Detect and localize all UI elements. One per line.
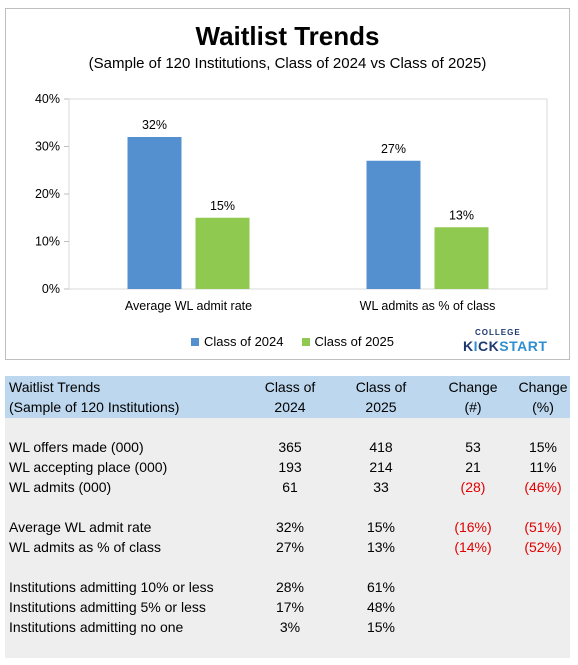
row-label: Institutions admitting no one <box>9 619 184 635</box>
cell-2025: 61% <box>366 579 396 595</box>
cell-change-pct: 11% <box>529 459 557 475</box>
cell-2024: 61 <box>282 479 298 495</box>
chart-title: Waitlist Trends <box>195 21 380 51</box>
cell-2025: 214 <box>369 459 393 475</box>
legend-item-class-2025: Class of 2025 <box>301 334 395 349</box>
cell-change-pct: (46%) <box>524 479 562 495</box>
logo-i: I <box>473 338 479 354</box>
cell-change-pct <box>505 597 578 617</box>
cell-change-pct: (51%) <box>524 519 562 535</box>
cell-change-pct: 15% <box>528 439 558 455</box>
row-label: Institutions admitting 10% or less <box>9 579 214 595</box>
logo-k: K <box>463 338 474 354</box>
cell-change-num <box>433 597 513 617</box>
y-tick-label: 40% <box>35 92 60 106</box>
cell-change-pct <box>505 617 578 637</box>
bar-class-of-2025 <box>195 217 250 289</box>
row-label: Institutions admitting 5% or less <box>9 599 206 615</box>
header-2025-line1: Class of <box>355 379 407 395</box>
cell-2025: 48% <box>366 599 396 615</box>
header-change-num-line1: Change <box>448 379 498 395</box>
row-label: Average WL admit rate <box>9 519 152 535</box>
table-header: Waitlist Trends (Sample of 120 Instituti… <box>5 376 570 418</box>
cell-2024: 27% <box>275 539 305 555</box>
waitlist-table: Waitlist Trends (Sample of 120 Instituti… <box>5 376 570 658</box>
x-category-label: WL admits as % of class <box>360 299 496 313</box>
bar-class-of-2025 <box>434 227 489 289</box>
header-2024-line1: Class of <box>264 379 316 395</box>
cell-change-num: 21 <box>465 459 481 475</box>
legend-item-class-2024: Class of 2024 <box>191 334 284 349</box>
header-2024-line2: 2024 <box>274 399 306 415</box>
logo-main-text: KICKSTART <box>463 338 547 354</box>
cell-change-num: (16%) <box>454 519 492 535</box>
y-tick-label: 30% <box>35 140 60 154</box>
y-tick-label: 20% <box>35 187 60 201</box>
legend-label-class-2025: Class of 2025 <box>314 334 395 349</box>
cell-2024: 28% <box>275 579 305 595</box>
row-label: WL admits as % of class <box>9 539 161 555</box>
data-label: 32% <box>142 118 167 132</box>
header-label-line1: Waitlist Trends <box>9 379 101 395</box>
row-label: WL admits (000) <box>9 479 112 495</box>
logo-top-text: COLLEGE <box>475 328 521 337</box>
chart-panel: Waitlist Trends (Sample of 120 Instituti… <box>5 8 570 360</box>
chart-legend: Class of 2024 Class of 2025 <box>191 334 394 349</box>
cell-2025: 13% <box>366 539 396 555</box>
logo-start: START <box>499 338 548 354</box>
legend-swatch-class-2024 <box>191 337 199 346</box>
header-label-line2: (Sample of 120 Institutions) <box>9 399 180 415</box>
chart-subtitle: (Sample of 120 Institutions, Class of 20… <box>88 55 487 72</box>
cell-change-num: (14%) <box>454 539 492 555</box>
header-2025-line2: 2025 <box>365 399 397 415</box>
bar-class-of-2024 <box>366 160 421 289</box>
cell-2025: 15% <box>366 619 396 635</box>
cell-2024: 17% <box>275 599 305 615</box>
data-label: 13% <box>449 208 474 222</box>
cell-2025: 15% <box>366 519 396 535</box>
cell-change-num <box>433 617 513 637</box>
header-change-num-line2: (#) <box>464 399 482 415</box>
data-label: 15% <box>210 199 235 213</box>
header-change-pct-line2: (%) <box>532 399 554 415</box>
cell-change-pct <box>505 577 578 597</box>
cell-2025: 33 <box>373 479 389 495</box>
cell-2024: 365 <box>278 439 302 455</box>
y-tick-label: 0% <box>42 282 60 296</box>
cell-change-num <box>433 577 513 597</box>
cell-2025: 418 <box>369 439 393 455</box>
bar-class-of-2024 <box>127 137 182 289</box>
college-kickstart-logo: COLLEGE KICKSTART <box>463 328 553 358</box>
x-category-label: Average WL admit rate <box>125 299 252 313</box>
cell-change-pct: (52%) <box>524 539 562 555</box>
legend-swatch-class-2025 <box>301 337 310 346</box>
y-tick-label: 10% <box>35 235 60 249</box>
legend-label-class-2024: Class of 2024 <box>204 334 284 349</box>
row-label: WL accepting place (000) <box>9 459 168 475</box>
bar-chart: 0% 10% 20% 30% 40% 32% 15% Average WL admit rat… <box>35 92 548 313</box>
cell-2024: 193 <box>278 459 302 475</box>
cell-2024: 3% <box>279 619 301 635</box>
logo-ck: CK <box>478 338 500 354</box>
header-change-pct-line1: Change <box>518 379 568 395</box>
cell-change-num: (28) <box>460 479 486 495</box>
data-label: 27% <box>381 142 406 156</box>
row-label: WL offers made (000) <box>9 439 144 455</box>
cell-2024: 32% <box>275 519 305 535</box>
cell-change-num: 53 <box>465 439 481 455</box>
